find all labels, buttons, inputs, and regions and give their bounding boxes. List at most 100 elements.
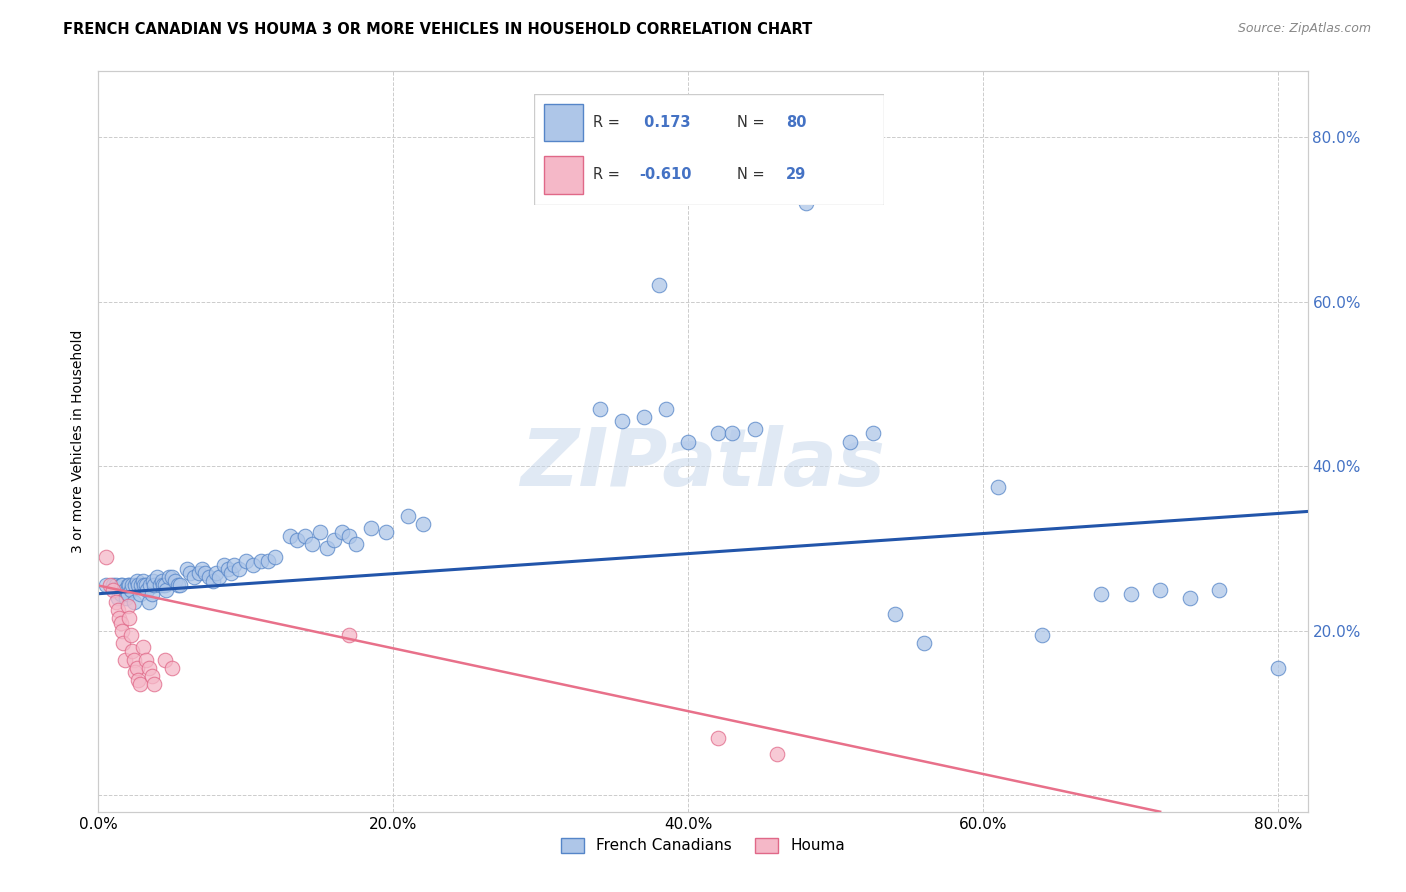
Point xyxy=(610,414,633,428)
Point xyxy=(149,578,172,592)
Point xyxy=(101,578,124,592)
Text: Source: ZipAtlas.com: Source: ZipAtlas.com xyxy=(1237,22,1371,36)
Point xyxy=(883,607,905,622)
Point xyxy=(120,582,142,597)
Point xyxy=(337,628,360,642)
Point xyxy=(107,603,129,617)
Point xyxy=(117,587,139,601)
Point xyxy=(108,611,131,625)
Point xyxy=(110,578,132,592)
Point xyxy=(655,401,678,416)
Point xyxy=(308,524,330,539)
Point xyxy=(117,599,139,613)
Point xyxy=(187,566,209,581)
Legend: French Canadians, Houma: French Canadians, Houma xyxy=(555,831,851,860)
Point xyxy=(1119,587,1142,601)
Point xyxy=(135,652,157,666)
Point xyxy=(235,554,257,568)
Point xyxy=(249,554,271,568)
Point xyxy=(136,582,159,597)
Point xyxy=(179,566,201,581)
Point xyxy=(124,578,146,592)
Point xyxy=(152,578,174,592)
Point xyxy=(987,480,1010,494)
Point xyxy=(183,570,205,584)
Point xyxy=(706,731,728,745)
Text: FRENCH CANADIAN VS HOUMA 3 OR MORE VEHICLES IN HOUSEHOLD CORRELATION CHART: FRENCH CANADIAN VS HOUMA 3 OR MORE VEHIC… xyxy=(63,22,813,37)
Point xyxy=(112,636,135,650)
Point xyxy=(143,578,166,592)
Point xyxy=(155,582,177,597)
Point xyxy=(1090,587,1112,601)
Point xyxy=(105,595,128,609)
Point xyxy=(194,566,217,581)
Point xyxy=(208,570,231,584)
Point xyxy=(242,558,264,572)
Point xyxy=(721,426,744,441)
Point xyxy=(222,558,245,572)
Point xyxy=(115,591,138,605)
Point xyxy=(316,541,339,556)
Point xyxy=(330,524,353,539)
Point xyxy=(131,640,153,655)
Point xyxy=(129,578,152,592)
Point xyxy=(139,578,162,592)
Point xyxy=(153,652,176,666)
Point xyxy=(134,578,156,592)
Point xyxy=(121,644,143,658)
Point xyxy=(1178,591,1201,605)
Point xyxy=(111,624,134,638)
Point xyxy=(1149,582,1171,597)
Point xyxy=(744,422,766,436)
Point xyxy=(94,549,117,564)
Y-axis label: 3 or more Vehicles in Household: 3 or more Vehicles in Household xyxy=(70,330,84,553)
Point xyxy=(131,574,153,589)
Point xyxy=(337,529,360,543)
Point xyxy=(205,566,228,581)
Point xyxy=(141,587,163,601)
Point xyxy=(107,591,129,605)
Point xyxy=(228,562,250,576)
Point xyxy=(143,677,166,691)
Point xyxy=(105,578,128,592)
Point xyxy=(138,595,160,609)
Point xyxy=(294,529,316,543)
Point xyxy=(396,508,419,523)
Point xyxy=(1031,628,1053,642)
Point xyxy=(125,574,148,589)
Point xyxy=(346,537,368,551)
Point xyxy=(160,661,183,675)
Point xyxy=(190,562,212,576)
Point xyxy=(98,578,121,592)
Point xyxy=(287,533,309,548)
Point xyxy=(794,196,817,211)
Point xyxy=(202,574,225,589)
Point xyxy=(360,521,382,535)
Point xyxy=(111,578,134,592)
Point xyxy=(118,578,141,592)
Point xyxy=(301,537,323,551)
Point xyxy=(138,661,160,675)
Point xyxy=(278,529,301,543)
Point xyxy=(912,636,935,650)
Point xyxy=(323,533,346,548)
Point xyxy=(118,611,141,625)
Point xyxy=(141,669,163,683)
Point xyxy=(121,578,143,592)
Point xyxy=(589,401,612,416)
Point xyxy=(157,570,180,584)
Point xyxy=(165,574,187,589)
Point xyxy=(169,578,191,592)
Point xyxy=(127,578,149,592)
Point xyxy=(375,524,398,539)
Point xyxy=(198,570,221,584)
Point xyxy=(217,562,239,576)
Point xyxy=(135,578,157,592)
Point xyxy=(110,587,132,601)
Point xyxy=(122,652,145,666)
Point xyxy=(633,409,655,424)
Point xyxy=(114,582,136,597)
Point xyxy=(114,652,136,666)
Point xyxy=(1208,582,1230,597)
Point xyxy=(128,677,150,691)
